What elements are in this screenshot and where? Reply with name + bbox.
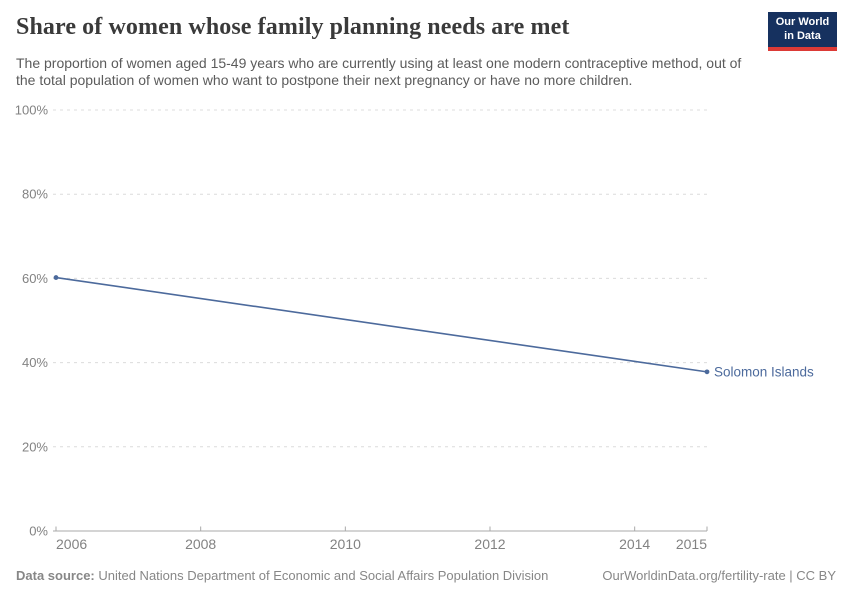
chart-subtitle: The proportion of women aged 15-49 years… [16, 55, 742, 89]
credit-link[interactable]: OurWorldinData.org/fertility-rate | CC B… [602, 568, 836, 583]
y-tick-label: 40% [22, 355, 48, 370]
data-line [55, 276, 708, 373]
x-tick-label: 2014 [619, 536, 650, 552]
y-tick-label: 60% [22, 271, 48, 286]
data-point [704, 369, 710, 375]
data-source-label: Data source: [16, 568, 95, 583]
x-tick-label: 2010 [330, 536, 361, 552]
series-label[interactable]: Solomon Islands [714, 364, 814, 379]
y-tick-label: 100% [15, 103, 49, 118]
y-tick-label: 80% [22, 187, 48, 202]
data-point [53, 275, 59, 280]
chart-footer: Data source: United Nations Department o… [16, 568, 836, 583]
y-tick-label: 0% [29, 524, 48, 539]
logo-line2: in Data [784, 29, 821, 42]
page-title: Share of women whose family planning nee… [16, 14, 570, 40]
data-source-text: United Nations Department of Economic an… [94, 568, 549, 583]
x-tick-label: 2006 [56, 536, 87, 552]
logo-line1: Our World [775, 15, 830, 28]
x-tick-label: 2015 [676, 536, 707, 552]
data-source-note: Data source: United Nations Department o… [16, 568, 548, 583]
x-tick-label: 2008 [185, 536, 216, 552]
owid-logo[interactable]: Our World in Data [768, 12, 837, 51]
y-tick-label: 20% [22, 439, 48, 454]
line-chart: 0% 20% 40% 60% 80% 100% 2006 2008 2010 2012 2014 20… [15, 103, 814, 553]
x-tick-label: 2012 [474, 536, 505, 552]
